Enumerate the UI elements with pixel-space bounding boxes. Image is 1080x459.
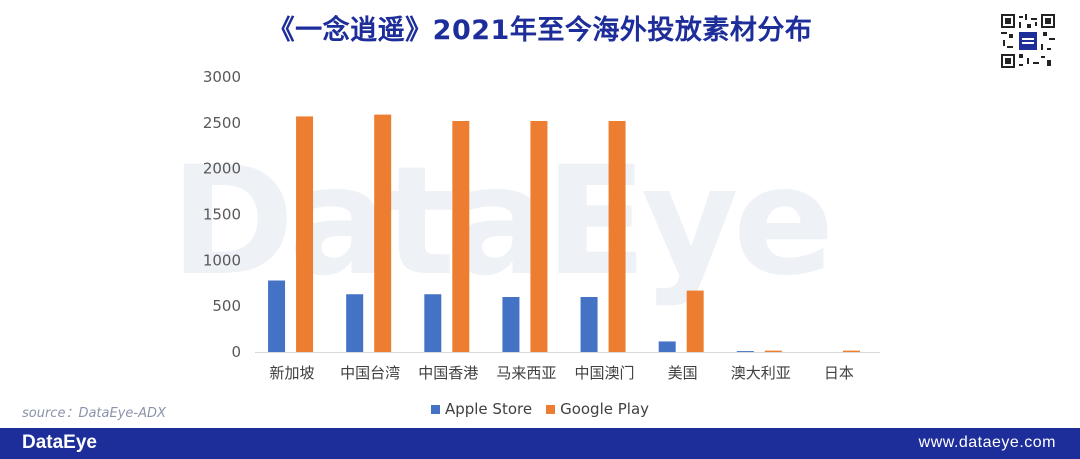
legend-swatch-apple — [430, 404, 440, 414]
footer-url[interactable]: www.dataeye.com — [918, 434, 1056, 451]
x-tick-label: 中国澳门 — [575, 364, 635, 382]
legend-swatch-google — [546, 404, 556, 414]
bar-chart: 0 500 1000 1500 2000 2500 3000 新加坡 中国台湾 中国香港 马来西亚 中… — [203, 68, 880, 382]
y-tick-label: 2000 — [203, 160, 241, 178]
bar-apple — [658, 341, 676, 352]
y-tick-label: 1500 — [203, 206, 241, 224]
legend-label-apple: Apple Store — [444, 400, 533, 418]
bar-google — [764, 350, 782, 352]
chart-title: 《一念逍遥》2021年至今海外投放素材分布 — [267, 15, 813, 46]
y-tick-label: 500 — [212, 297, 241, 315]
watermark-logo: DataEye — [170, 135, 835, 309]
x-tick-label: 中国香港 — [418, 364, 478, 382]
source-note: source：DataEye-ADX — [22, 406, 166, 421]
bar-apple — [346, 294, 364, 352]
bar-apple — [736, 351, 754, 352]
legend-item-google: Google Play — [546, 400, 649, 418]
legend-item-apple: Apple Store — [430, 400, 533, 418]
x-tick-label: 澳大利亚 — [731, 364, 791, 382]
bar-google — [452, 121, 470, 352]
bar-apple — [268, 280, 286, 352]
bar-apple — [424, 294, 442, 352]
bar-apple — [580, 297, 598, 352]
bar-google — [374, 114, 392, 352]
qr-code-icon — [1001, 14, 1055, 68]
bar-google — [530, 121, 548, 352]
footer-brand: DataEye — [22, 432, 97, 453]
bar-google — [842, 350, 860, 352]
y-tick-label: 2500 — [203, 114, 241, 132]
bar-google — [296, 116, 314, 353]
x-tick-label: 新加坡 — [270, 364, 315, 382]
bar-google — [608, 121, 626, 352]
bar-apple — [502, 297, 520, 352]
x-tick-label: 中国台湾 — [340, 364, 400, 382]
y-tick-label: 3000 — [203, 68, 241, 86]
x-tick-label: 日本 — [824, 364, 854, 382]
y-tick-label: 0 — [231, 343, 241, 361]
bar-google — [686, 290, 704, 352]
y-tick-label: 1000 — [203, 251, 241, 269]
legend-label-google: Google Play — [560, 400, 650, 418]
legend: Apple Store Google Play — [0, 400, 1080, 418]
x-tick-label: 美国 — [668, 364, 698, 382]
footer-bar: DataEye www.dataeye.com — [0, 428, 1080, 459]
x-tick-label: 马来西亚 — [496, 364, 556, 382]
